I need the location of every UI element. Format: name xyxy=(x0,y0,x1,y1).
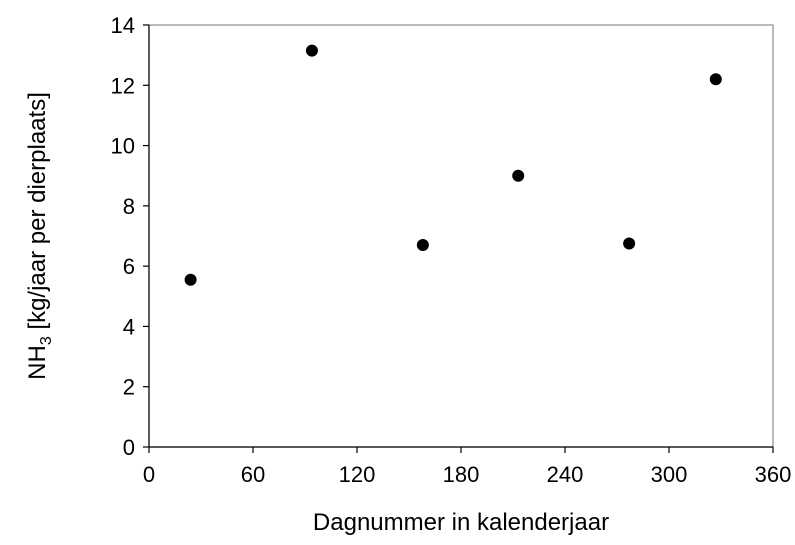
data-point xyxy=(416,239,429,252)
y-tick-label: 4 xyxy=(123,314,135,339)
y-tick-label: 2 xyxy=(123,375,135,400)
y-tick-label: 8 xyxy=(123,194,135,219)
plot-frame xyxy=(148,24,774,448)
data-point xyxy=(184,273,197,286)
x-tick-label: 360 xyxy=(755,462,792,487)
y-tick-label: 6 xyxy=(123,254,135,279)
y-axis-title-main: NH xyxy=(24,345,51,380)
data-points xyxy=(184,44,722,286)
x-tick-label: 60 xyxy=(241,462,265,487)
x-tick-label: 300 xyxy=(651,462,688,487)
data-point xyxy=(512,169,525,182)
y-axis-title: NH3 [kg/jaar per dierplaats] xyxy=(24,92,55,380)
x-tick-label: 180 xyxy=(443,462,480,487)
y-axis-title-subscript: 3 xyxy=(38,336,55,345)
x-tick-label: 240 xyxy=(547,462,584,487)
x-ticks: 0 60 120 180 240 300 360 xyxy=(143,447,791,487)
y-tick-label: 12 xyxy=(111,73,135,98)
data-point xyxy=(709,73,722,86)
x-axis-title: Dagnummer in kalenderjaar xyxy=(313,509,609,536)
y-tick-label: 14 xyxy=(111,13,135,38)
y-tick-label: 10 xyxy=(111,134,135,159)
x-tick-label: 0 xyxy=(143,462,155,487)
y-ticks: 0 2 4 6 8 10 12 14 xyxy=(111,13,149,460)
data-point xyxy=(305,44,318,57)
y-axis-title-rest: [kg/jaar per dierplaats] xyxy=(24,92,51,336)
y-tick-label: 0 xyxy=(123,435,135,460)
data-point xyxy=(623,237,636,250)
x-tick-label: 120 xyxy=(339,462,376,487)
